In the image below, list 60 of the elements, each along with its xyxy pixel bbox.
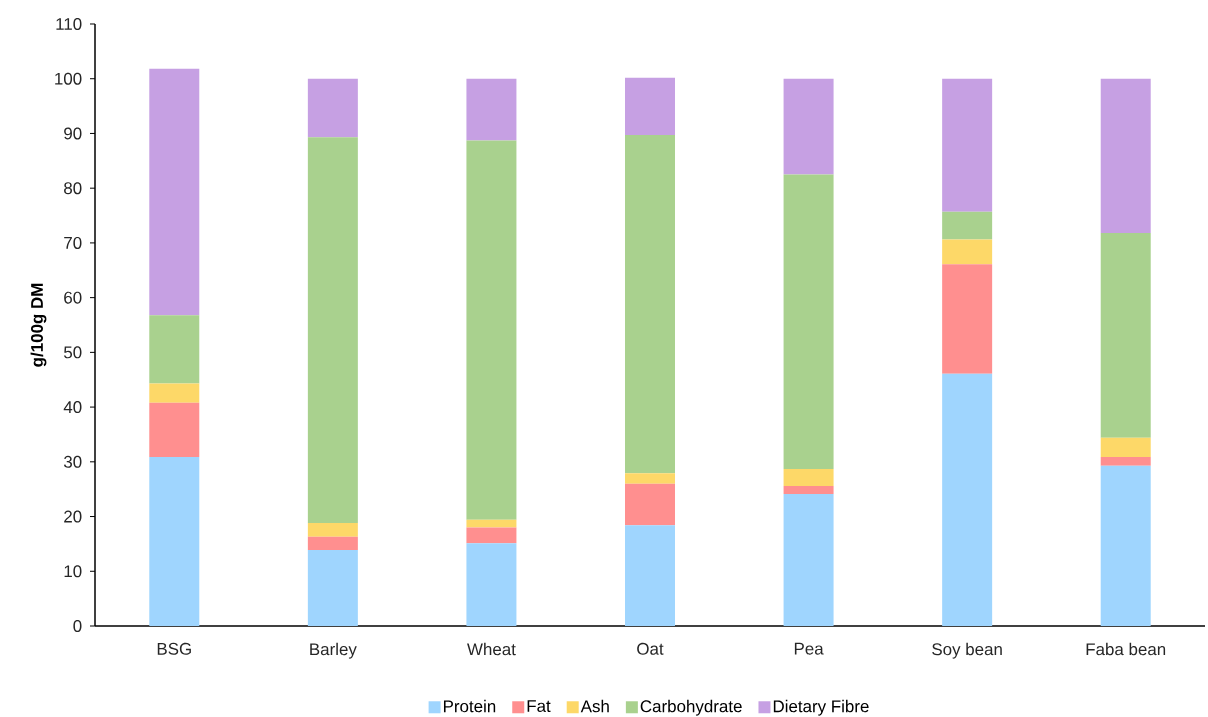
bar xyxy=(625,473,675,484)
y-tick-label: 80 xyxy=(64,182,82,195)
bar xyxy=(307,549,358,626)
legend-label: Ash xyxy=(580,699,609,713)
bar xyxy=(1100,437,1151,457)
bar xyxy=(625,77,675,136)
bar xyxy=(307,523,358,537)
bar xyxy=(466,78,517,141)
bar xyxy=(625,135,675,474)
x-tick-label: Oat xyxy=(637,642,664,655)
x-tick-label: Soy bean xyxy=(932,642,1002,659)
bar xyxy=(466,543,517,626)
legend-label: Carbohydrate xyxy=(640,699,742,716)
x-tick-label: Faba bean xyxy=(1086,642,1166,656)
y-tick-label: 30 xyxy=(63,455,82,468)
bar xyxy=(942,78,993,212)
bar xyxy=(149,383,200,403)
bar xyxy=(783,174,834,469)
legend-label: Dietary Fibre xyxy=(773,699,869,716)
y-tick-label: 0 xyxy=(73,620,82,632)
bar xyxy=(307,536,358,550)
bar xyxy=(625,483,675,526)
bar xyxy=(1100,233,1151,438)
legend-label: Fat xyxy=(527,700,551,712)
bar xyxy=(1100,456,1151,466)
bar xyxy=(1100,78,1151,234)
x-tick-label: Wheat xyxy=(467,642,516,656)
bar xyxy=(783,494,834,626)
y-tick-label: 110 xyxy=(56,18,82,30)
x-tick-label: Barley xyxy=(310,642,357,659)
x-tick-label: Pea xyxy=(794,642,824,655)
y-tick-label: 90 xyxy=(64,127,82,140)
bar xyxy=(149,456,200,626)
bar xyxy=(783,78,834,175)
bar xyxy=(942,373,993,626)
y-axis-title: g/100g DM xyxy=(30,283,47,367)
bar xyxy=(149,402,200,457)
y-tick-label: 40 xyxy=(63,401,82,414)
y-tick-label: 20 xyxy=(64,510,82,523)
bar xyxy=(307,137,358,524)
bar xyxy=(307,78,358,138)
legend-label: Protein xyxy=(443,699,496,713)
bar xyxy=(625,525,675,626)
y-tick-label: 70 xyxy=(64,236,82,249)
bar xyxy=(942,211,993,240)
bar xyxy=(942,239,993,265)
y-tick-label: 10 xyxy=(64,565,82,578)
y-tick-label: 100 xyxy=(55,72,82,85)
bar xyxy=(466,140,517,520)
bar xyxy=(783,468,834,486)
bar xyxy=(1100,465,1151,626)
bar xyxy=(942,264,993,374)
bar xyxy=(149,315,200,384)
bar xyxy=(466,519,517,528)
bar xyxy=(783,485,834,495)
y-tick-label: 60 xyxy=(64,291,82,304)
bar xyxy=(149,68,200,316)
y-tick-label: 50 xyxy=(63,346,82,359)
x-tick-label: BSG xyxy=(157,642,191,655)
bar xyxy=(466,527,517,544)
